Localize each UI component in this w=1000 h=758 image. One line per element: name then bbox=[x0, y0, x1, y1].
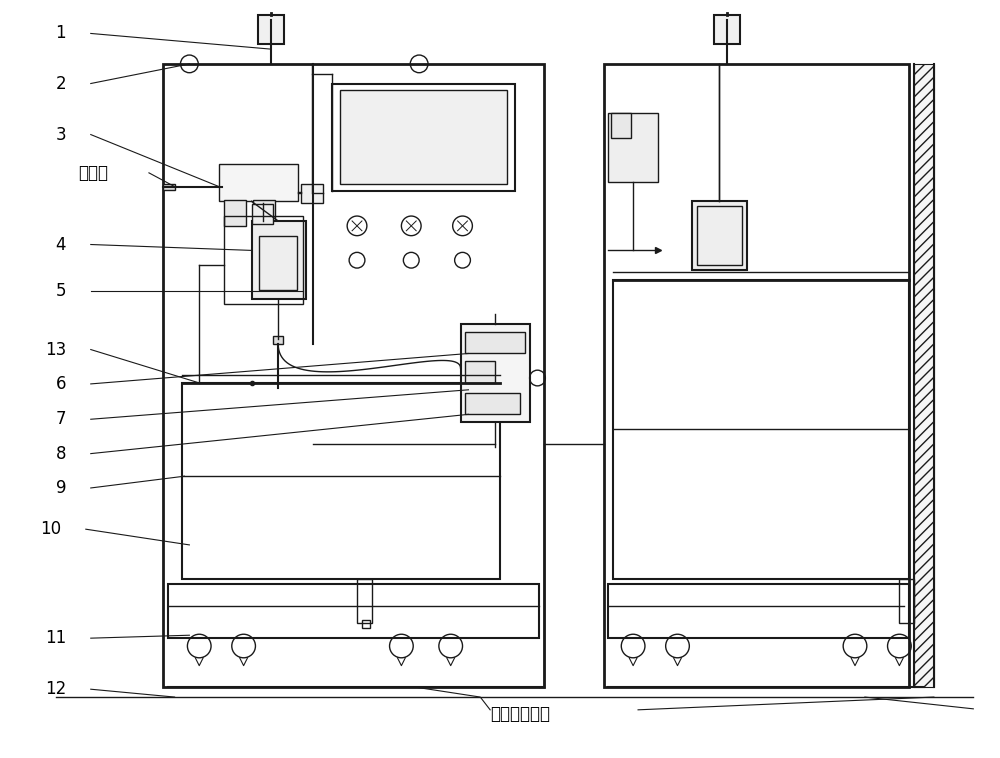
Bar bbox=[461, 324, 530, 422]
Text: 7: 7 bbox=[56, 410, 66, 428]
Bar bbox=[224, 216, 303, 305]
Bar bbox=[253, 200, 275, 226]
Bar bbox=[332, 83, 515, 192]
Bar bbox=[914, 64, 934, 688]
Bar bbox=[608, 584, 909, 638]
Bar bbox=[362, 621, 370, 628]
Bar bbox=[219, 164, 298, 202]
Bar bbox=[163, 183, 175, 190]
Bar bbox=[697, 206, 742, 265]
Bar bbox=[899, 579, 914, 623]
Bar bbox=[608, 113, 658, 182]
Text: 1: 1 bbox=[55, 24, 66, 42]
Bar bbox=[163, 64, 544, 688]
Bar bbox=[465, 362, 495, 383]
Text: 8: 8 bbox=[56, 445, 66, 462]
Bar bbox=[252, 221, 306, 299]
Bar bbox=[301, 183, 323, 203]
Bar bbox=[604, 64, 909, 688]
Bar bbox=[168, 584, 539, 638]
Text: 11: 11 bbox=[45, 629, 66, 647]
Bar bbox=[273, 336, 283, 343]
Text: 接气源: 接气源 bbox=[78, 164, 108, 182]
Text: 3: 3 bbox=[55, 126, 66, 143]
Text: 13: 13 bbox=[45, 340, 66, 359]
Bar bbox=[182, 383, 500, 579]
Bar bbox=[258, 15, 284, 44]
Text: 4: 4 bbox=[56, 236, 66, 253]
Bar bbox=[613, 280, 909, 579]
Bar bbox=[714, 15, 740, 44]
Text: 2: 2 bbox=[55, 74, 66, 92]
Text: 9: 9 bbox=[56, 479, 66, 497]
Bar bbox=[692, 202, 747, 270]
Bar bbox=[465, 332, 525, 353]
Bar bbox=[357, 579, 372, 623]
Text: 5: 5 bbox=[56, 282, 66, 299]
Bar bbox=[340, 90, 507, 183]
Bar bbox=[465, 393, 520, 415]
Text: 12: 12 bbox=[45, 680, 66, 698]
Bar bbox=[611, 113, 631, 137]
Bar bbox=[252, 204, 273, 224]
Text: 10: 10 bbox=[40, 520, 61, 538]
Bar bbox=[259, 236, 297, 290]
Text: 接递进分配器: 接递进分配器 bbox=[490, 705, 550, 722]
Text: 6: 6 bbox=[56, 375, 66, 393]
Bar bbox=[224, 200, 246, 226]
